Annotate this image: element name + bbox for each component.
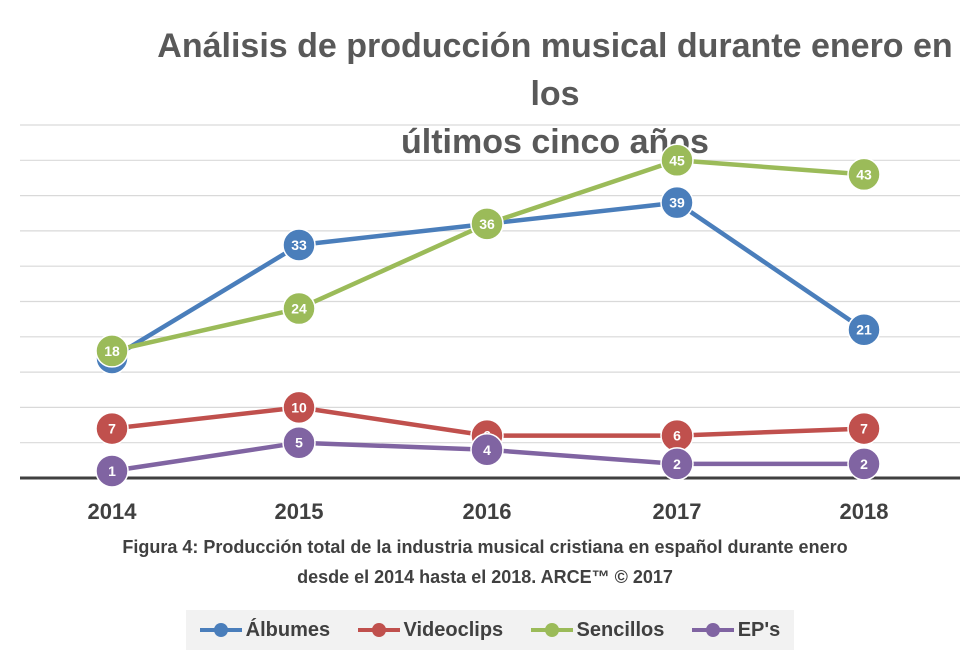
data-label: 2 (673, 456, 681, 472)
legend-swatch (357, 623, 400, 637)
data-label: 24 (291, 301, 307, 317)
chart-legend: Álbumes Videoclips Sencillos EP's (186, 610, 794, 650)
data-point (847, 447, 881, 481)
data-label: 6 (673, 428, 681, 444)
data-label: 4 (483, 442, 491, 458)
data-point (95, 411, 129, 446)
legend-swatch (530, 623, 573, 637)
data-point (470, 207, 504, 241)
data-label: 2 (860, 456, 868, 472)
x-tick-label: 2017 (653, 499, 702, 524)
data-label: 1 (108, 463, 116, 479)
legend-label: EP's (737, 618, 781, 641)
legend-item: Videoclips (357, 618, 504, 642)
data-point (660, 185, 694, 220)
data-point (282, 425, 316, 460)
data-point (95, 454, 129, 488)
legend-item: Sencillos (530, 618, 665, 642)
data-point (660, 447, 694, 481)
x-tick-label: 2014 (88, 499, 138, 524)
legend-label: Álbumes (245, 618, 331, 641)
chart-title: Análisis de producción musical durante e… (130, 22, 980, 166)
chart-title-line-2: últimos cinco años (401, 123, 709, 161)
legend-swatch (691, 623, 734, 637)
data-label: 43 (856, 166, 872, 182)
figure-caption: Figura 4: Producción total de la industr… (60, 532, 910, 592)
data-label: 45 (669, 152, 685, 168)
data-point (95, 334, 129, 368)
caption-line-2: desde el 2014 hasta el 2018. ARCE™ © 201… (297, 567, 673, 587)
legend-item: EP's (691, 618, 781, 642)
caption-line-1: Figura 4: Producción total de la industr… (122, 537, 848, 557)
data-point (847, 157, 881, 192)
data-point (847, 411, 881, 446)
data-point (282, 291, 316, 326)
data-label: 10 (291, 399, 307, 415)
data-point (282, 228, 316, 262)
line-chart: 2014201520162017201817333639217106671824… (20, 124, 960, 524)
data-label: 5 (295, 435, 303, 451)
data-label: 18 (104, 343, 120, 359)
data-point (470, 433, 504, 467)
data-point (660, 143, 694, 178)
x-tick-label: 2015 (275, 499, 324, 524)
data-label: 33 (291, 237, 307, 253)
data-label: 21 (856, 322, 872, 338)
data-label: 7 (860, 421, 868, 437)
chart-title-line-1: Análisis de producción musical durante e… (157, 27, 953, 113)
data-label: 36 (479, 216, 495, 232)
data-point (847, 312, 881, 347)
data-label: 7 (108, 421, 116, 437)
x-tick-label: 2018 (840, 499, 889, 524)
legend-swatch (199, 623, 242, 637)
legend-label: Sencillos (576, 618, 665, 641)
data-label: 39 (669, 195, 685, 211)
legend-label: Videoclips (403, 618, 504, 641)
x-tick-label: 2016 (463, 499, 512, 524)
legend-item: Álbumes (199, 618, 331, 642)
data-point (282, 390, 316, 425)
